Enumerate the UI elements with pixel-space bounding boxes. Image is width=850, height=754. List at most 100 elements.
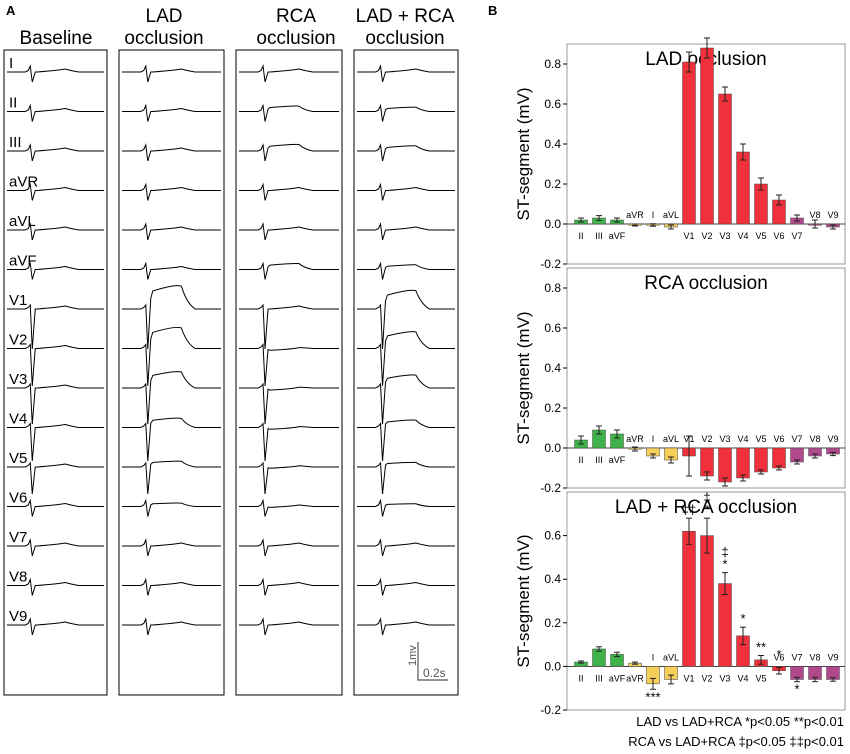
y-tick-label: 0.4 [544, 572, 561, 586]
y-tick-label: 0.4 [544, 137, 561, 151]
category-label: V5 [755, 231, 766, 241]
ecg-trace [7, 498, 104, 517]
footnote-lad-comparison: LAD vs LAD+RCA *p<0.05 **p<0.01 [636, 714, 844, 729]
ecg-trace [7, 343, 104, 386]
ecg-trace [7, 303, 104, 350]
lead-label: I [9, 55, 13, 72]
category-label: II [578, 455, 583, 465]
lead-label: II [9, 95, 17, 112]
category-label: V6 [773, 231, 784, 241]
category-label: V2 [701, 434, 712, 444]
lead-label: V8 [9, 569, 27, 586]
footnote-rca-comparison: RCA vs LAD+RCA ‡p<0.05 ‡‡p<0.01 [628, 734, 844, 749]
category-label: V3 [719, 434, 730, 444]
y-tick-label: -0.2 [540, 703, 561, 717]
category-label: III [595, 231, 603, 241]
y-axis-label: ST-segment (mV) [514, 534, 533, 667]
y-axis-label: ST-segment (mV) [514, 311, 533, 444]
category-label: aVF [609, 231, 626, 241]
ecg-trace [239, 422, 339, 462]
ecg-trace [7, 617, 104, 636]
bar-V3 [718, 583, 732, 667]
column-header-ladrca-line1: LAD + RCA [356, 6, 455, 27]
category-label: V7 [791, 434, 802, 444]
ecg-trace [7, 577, 104, 596]
column-header-baseline: Baseline [20, 28, 93, 49]
category-label: aVR [626, 210, 644, 220]
ecg-trace [7, 261, 104, 280]
category-label: V9 [827, 652, 838, 662]
ecg-trace [122, 261, 221, 280]
category-label: aVR [626, 434, 644, 444]
category-label: aVL [663, 652, 679, 662]
lead-label: aVR [9, 174, 38, 191]
category-label: II [578, 673, 583, 683]
lead-label: aVF [9, 253, 37, 270]
significance-mark: ‡ [703, 490, 710, 505]
ecg-trace [7, 64, 104, 83]
category-label: III [595, 673, 603, 683]
ecg-trace [122, 577, 221, 596]
lead-label: V6 [9, 490, 27, 507]
ecg-column-frame-rca [235, 49, 343, 696]
ecg-trace [239, 617, 339, 636]
ecg-trace [239, 103, 339, 122]
column-header-lad-line1: LAD [146, 6, 183, 27]
bar-V2 [700, 47, 714, 225]
ecg-column-frame-baseline [3, 49, 108, 696]
category-label: V3 [719, 673, 730, 683]
chart-title: RCA occlusion [644, 273, 768, 294]
ecg-trace [357, 289, 455, 350]
significance-mark: * [722, 557, 727, 572]
y-tick-label: -0.2 [540, 257, 561, 271]
lead-label: III [9, 134, 22, 151]
ecg-trace [7, 382, 104, 425]
ecg-trace [122, 371, 221, 425]
ecg-trace [239, 261, 339, 280]
ecg-trace [7, 182, 104, 201]
ecg-trace [7, 103, 104, 122]
column-header-rca-line2: occlusion [256, 28, 335, 49]
lead-label: V4 [9, 411, 27, 428]
significance-mark: ** [756, 640, 766, 655]
ecg-trace [122, 538, 221, 557]
chart-frame [566, 267, 846, 489]
category-label: aVR [626, 673, 644, 683]
y-tick-label: 0.0 [544, 659, 561, 673]
ecg-trace [357, 498, 455, 517]
bar-V3 [718, 447, 732, 483]
category-label: I [652, 434, 655, 444]
y-axis-label: ST-segment (mV) [514, 87, 533, 220]
bar-V2 [700, 535, 714, 667]
ecg-trace [357, 538, 455, 557]
y-tick-label: 0.4 [544, 361, 561, 375]
bar-V4 [736, 151, 750, 225]
y-tick-label: 0.0 [544, 441, 561, 455]
category-label: aVF [609, 673, 626, 683]
ecg-trace [239, 538, 339, 557]
category-label: V8 [809, 210, 820, 220]
column-header-ladrca-line2: occlusion [365, 28, 444, 49]
chart-frame [566, 491, 846, 711]
ecg-trace [122, 417, 221, 462]
significance-mark: ‡‡ [682, 502, 696, 517]
y-tick-label: 0.2 [544, 177, 561, 191]
lead-label: aVL [9, 213, 36, 230]
scale-bar: 1mv 0.2s [407, 642, 448, 681]
y-tick-label: 0.8 [544, 281, 561, 295]
category-label: V8 [809, 652, 820, 662]
significance-mark: * [776, 647, 781, 662]
lead-label: V5 [9, 450, 27, 467]
significance-mark: ‡ [721, 545, 728, 560]
ecg-trace [357, 182, 455, 201]
ecg-trace [357, 222, 455, 241]
ecg-trace [239, 577, 339, 596]
chart-frame [566, 43, 846, 265]
chart-rca: RCA occlusion ST-segment (mV) -0.2 0.0 0.2 0.… [514, 267, 846, 495]
y-tick-label: 0.2 [544, 616, 561, 630]
ecg-trace [239, 382, 339, 425]
ecg-trace [239, 143, 339, 162]
panel-b-label: B [488, 3, 497, 18]
y-tick-label: 0.6 [544, 529, 561, 543]
y-tick-label: 0.6 [544, 321, 561, 335]
